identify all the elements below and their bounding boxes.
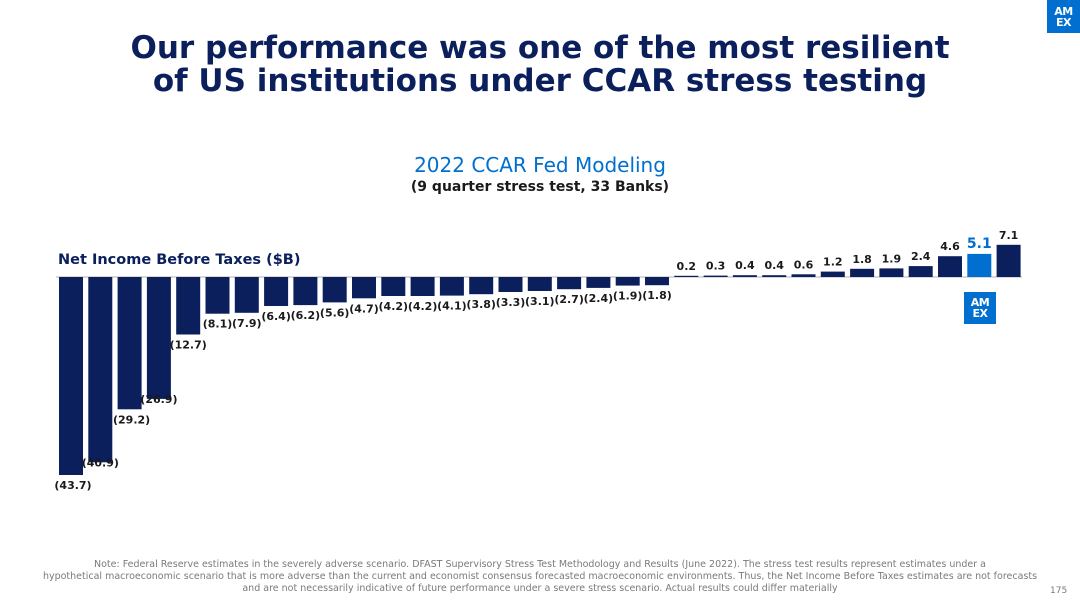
- bar-8: [264, 277, 289, 306]
- data-label-22: 0.2: [677, 260, 697, 273]
- data-label-32: 5.1: [967, 236, 992, 252]
- bar-19: [586, 277, 611, 288]
- data-label-26: 0.6: [794, 258, 814, 271]
- data-label-17: (3.1): [525, 295, 555, 308]
- data-label-11: (4.7): [349, 302, 379, 315]
- data-label-13: (4.2): [408, 300, 438, 313]
- data-label-18: (2.7): [554, 293, 584, 306]
- data-label-28: 1.8: [852, 253, 872, 266]
- data-label-10: (5.6): [320, 306, 350, 319]
- data-label-14: (4.1): [437, 300, 467, 313]
- bar-18: [557, 277, 582, 290]
- data-label-23: 0.3: [706, 260, 726, 273]
- data-label-8: (6.4): [261, 310, 291, 323]
- bar-3: [117, 277, 142, 410]
- chart-subtitle: (9 quarter stress test, 33 Banks): [410, 179, 670, 195]
- data-label-21: (1.8): [642, 289, 672, 302]
- bar-32: [967, 253, 992, 277]
- bar-1: [59, 277, 83, 475]
- bar-22: [674, 275, 699, 277]
- data-label-29: 1.9: [882, 252, 902, 265]
- bar-14: [439, 277, 464, 296]
- amex-logo: AM EX: [1047, 0, 1080, 33]
- data-label-15: (3.8): [466, 298, 496, 311]
- bar-23: [703, 275, 728, 277]
- data-label-9: (6.2): [291, 309, 321, 322]
- data-label-25: 0.4: [764, 259, 784, 272]
- footnote-line2: hypothetical macroeconomic scenario that…: [42, 571, 1038, 582]
- data-label-6: (8.1): [203, 318, 233, 331]
- bar-28: [850, 268, 875, 277]
- data-label-33: 7.1: [999, 229, 1019, 242]
- footnote-line3: and are not necessarily indicative of fu…: [242, 583, 838, 594]
- data-label-24: 0.4: [735, 259, 755, 272]
- data-label-16: (3.3): [496, 296, 526, 309]
- bar-24: [732, 275, 757, 277]
- bar-15: [469, 277, 494, 295]
- data-label-31: 4.6: [940, 240, 960, 253]
- bar-11: [352, 277, 376, 299]
- bar-6: [205, 277, 230, 314]
- bar-21: [645, 277, 669, 286]
- logo-text-line1: AM: [1054, 4, 1073, 18]
- data-label-20: (1.9): [613, 290, 643, 303]
- bar-9: [293, 277, 318, 306]
- amex-logo-marker: AM EX: [964, 292, 996, 324]
- data-label-3: (29.2): [113, 413, 150, 426]
- bar-5: [176, 277, 201, 335]
- data-label-30: 2.4: [911, 250, 931, 263]
- bar-2: [88, 277, 113, 463]
- chart-title: 2022 CCAR Fed Modeling: [414, 153, 666, 177]
- data-label-27: 1.2: [823, 256, 843, 269]
- logo-marker-text-line1: AM: [970, 296, 990, 309]
- footnote-line1: Note: Federal Reserve estimates in the s…: [93, 559, 986, 570]
- data-label-12: (4.2): [379, 300, 409, 313]
- bar-20: [615, 277, 640, 286]
- page-number: 175: [1050, 586, 1068, 596]
- bar-7: [234, 277, 259, 313]
- bar-26: [791, 274, 816, 277]
- bar-12: [381, 277, 406, 296]
- bar-29: [879, 268, 904, 277]
- bar-17: [527, 277, 552, 291]
- bar-4: [146, 277, 171, 399]
- bar-16: [498, 277, 523, 292]
- bar-33: [996, 244, 1021, 277]
- footnote: Note: Federal Reserve estimates in the s…: [20, 559, 1060, 595]
- bar-31: [938, 256, 962, 277]
- logo-text-line2: EX: [1056, 15, 1072, 29]
- bar-27: [820, 271, 845, 277]
- page-title-line2: of US institutions under CCAR stress tes…: [152, 63, 928, 99]
- data-label-19: (2.4): [584, 292, 614, 305]
- y-axis-label: Net Income Before Taxes ($B): [58, 252, 301, 268]
- bar-10: [322, 277, 347, 303]
- bar-13: [410, 277, 435, 296]
- bar-30: [908, 266, 933, 277]
- data-label-5: (12.7): [170, 339, 207, 352]
- logo-marker-text-line2: EX: [972, 307, 989, 320]
- bar-25: [762, 275, 787, 277]
- data-label-1: (43.7): [54, 479, 91, 492]
- data-label-4: (26.9): [140, 393, 177, 406]
- page-title-line1: Our performance was one of the most resi…: [130, 30, 950, 66]
- data-label-2: (40.9): [82, 456, 119, 469]
- data-label-7: (7.9): [232, 317, 262, 330]
